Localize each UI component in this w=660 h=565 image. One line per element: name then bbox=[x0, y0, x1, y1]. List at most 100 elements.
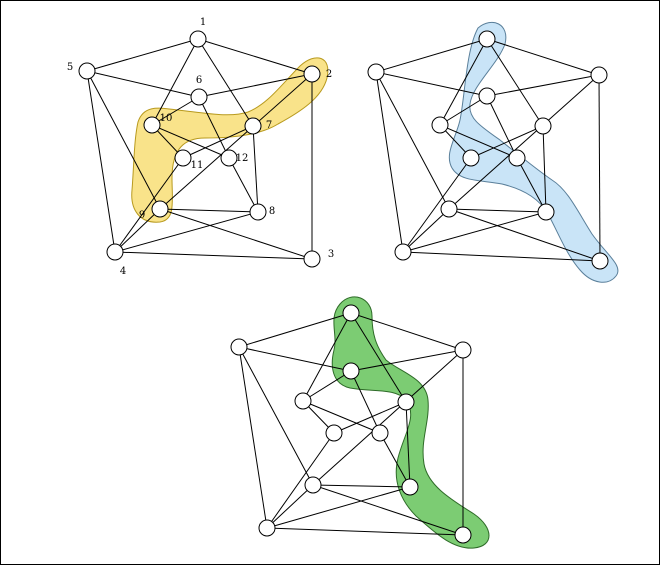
node-9 bbox=[151, 200, 169, 218]
edge-9-4 bbox=[266, 484, 314, 529]
node-label-10: 10 bbox=[160, 113, 173, 124]
node-11 bbox=[174, 149, 192, 167]
node-7 bbox=[397, 393, 415, 411]
node-4 bbox=[106, 243, 124, 261]
edge-7-11 bbox=[470, 125, 544, 159]
edge-6-10 bbox=[302, 370, 352, 402]
node-6 bbox=[342, 362, 360, 380]
node-4 bbox=[394, 243, 412, 261]
edge-4-3 bbox=[266, 527, 464, 536]
edge-12-8 bbox=[516, 157, 547, 213]
node-3 bbox=[303, 250, 321, 268]
blue-highlight bbox=[448, 22, 619, 283]
edge-1-7 bbox=[486, 38, 544, 127]
edge-1-10 bbox=[302, 312, 352, 402]
node-label-8: 8 bbox=[269, 206, 275, 217]
panel-bottom bbox=[230, 296, 490, 549]
edge-5-6 bbox=[86, 70, 200, 98]
edge-9-8 bbox=[312, 484, 411, 488]
node-5 bbox=[367, 63, 385, 81]
edge-5-9 bbox=[238, 346, 314, 486]
node-label-7: 7 bbox=[266, 120, 272, 131]
node-4 bbox=[258, 519, 276, 537]
edge-7-11 bbox=[333, 401, 407, 434]
edge-5-4 bbox=[238, 346, 268, 529]
node-label-4: 4 bbox=[120, 266, 126, 277]
edge-5-4 bbox=[86, 70, 116, 253]
edge-2-9 bbox=[448, 74, 600, 210]
edge-9-3 bbox=[159, 208, 313, 260]
node-3 bbox=[591, 252, 609, 270]
edge-4-3 bbox=[114, 251, 313, 260]
edge-6-10 bbox=[151, 96, 200, 126]
edge-1-2 bbox=[486, 38, 600, 76]
edge-9-8 bbox=[159, 208, 259, 213]
edge-10-12 bbox=[302, 400, 381, 434]
edge-6-12 bbox=[350, 370, 381, 434]
node-11 bbox=[325, 424, 343, 442]
node-10 bbox=[431, 116, 449, 134]
edge-1-10 bbox=[151, 38, 199, 126]
node-label-6: 6 bbox=[196, 75, 202, 86]
edge-4-8 bbox=[266, 486, 411, 529]
edge-4-8 bbox=[402, 211, 547, 253]
edge-9-3 bbox=[312, 484, 464, 536]
edge-1-5 bbox=[86, 38, 199, 72]
edge-6-2 bbox=[486, 74, 600, 97]
node-label-12: 12 bbox=[236, 153, 249, 164]
edge-2-9 bbox=[312, 349, 464, 486]
edge-6-12 bbox=[198, 96, 230, 159]
node-2 bbox=[454, 341, 472, 359]
node-2 bbox=[303, 65, 321, 83]
node-9 bbox=[440, 200, 458, 218]
edge-11-4 bbox=[114, 157, 184, 253]
node-1 bbox=[478, 30, 496, 48]
node-12 bbox=[508, 149, 526, 167]
node-label-9: 9 bbox=[139, 210, 145, 221]
edge-5-4 bbox=[375, 71, 404, 253]
edge-6-2 bbox=[350, 349, 464, 372]
node-label-1: 1 bbox=[200, 17, 206, 28]
node-5 bbox=[78, 62, 96, 80]
edge-2-9 bbox=[159, 73, 313, 210]
edge-2-3 bbox=[598, 74, 601, 262]
edge-5-9 bbox=[375, 71, 450, 210]
node-10 bbox=[294, 392, 312, 410]
edge-7-8 bbox=[405, 401, 411, 488]
edge-7-11 bbox=[182, 125, 254, 159]
node-6 bbox=[478, 87, 496, 105]
node-label-2: 2 bbox=[326, 69, 332, 80]
edge-4-3 bbox=[402, 251, 601, 262]
node-9 bbox=[304, 476, 322, 494]
node-3 bbox=[454, 526, 472, 544]
edge-1-7 bbox=[350, 312, 407, 403]
edge-6-10 bbox=[439, 95, 488, 126]
node-8 bbox=[537, 203, 555, 221]
edge-9-8 bbox=[448, 208, 547, 213]
edge-12-8 bbox=[379, 432, 411, 488]
green-highlight bbox=[331, 296, 490, 549]
node-7 bbox=[534, 117, 552, 135]
edge-5-6 bbox=[375, 71, 488, 97]
edge-7-8 bbox=[542, 125, 547, 213]
node-11 bbox=[462, 149, 480, 167]
edge-4-8 bbox=[114, 211, 259, 253]
edge-1-2 bbox=[350, 312, 464, 351]
edge-9-4 bbox=[402, 208, 450, 253]
node-7 bbox=[244, 117, 262, 135]
node-label-3: 3 bbox=[328, 249, 334, 260]
node-10 bbox=[143, 116, 161, 134]
node-1 bbox=[342, 304, 360, 322]
node-12 bbox=[371, 424, 389, 442]
edge-10-12 bbox=[439, 124, 518, 159]
node-12 bbox=[220, 149, 238, 167]
node-label-5: 5 bbox=[67, 62, 73, 73]
node-1 bbox=[189, 30, 207, 48]
edge-1-10 bbox=[439, 38, 488, 126]
edge-9-4 bbox=[114, 208, 161, 253]
node-2 bbox=[590, 66, 608, 84]
